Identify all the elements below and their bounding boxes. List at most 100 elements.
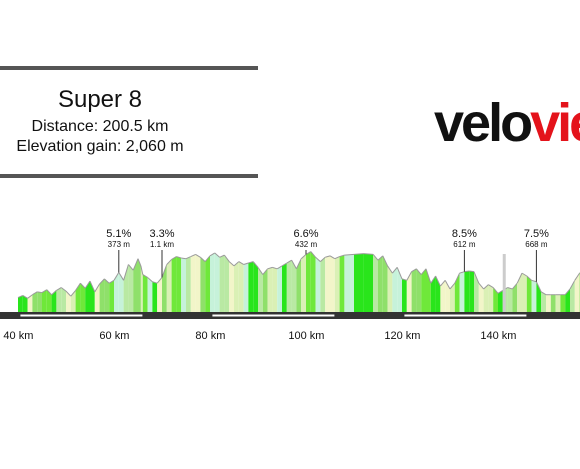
profile-segment: [354, 253, 364, 312]
profile-segment: [474, 271, 479, 312]
profile-segment: [75, 283, 81, 312]
profile-outline: [238, 261, 244, 265]
profile-outline: [564, 288, 571, 296]
profile-segment: [493, 287, 498, 312]
road-bar: [0, 312, 580, 319]
profile-segment: [397, 267, 402, 312]
profile-segment: [157, 277, 162, 312]
profile-segment: [387, 265, 393, 312]
profile-segment: [248, 261, 254, 312]
profile-segment: [181, 258, 186, 312]
profile-segment: [459, 271, 465, 312]
profile-segment: [286, 260, 292, 312]
profile-outline: [512, 282, 518, 290]
profile-outline: [181, 257, 187, 260]
climb-length-label: 373 m: [108, 240, 131, 249]
profile-outline: [22, 295, 28, 299]
profile-segment: [243, 263, 249, 312]
profile-segment: [238, 261, 244, 312]
profile-segment: [344, 254, 354, 312]
profile-outline: [94, 283, 101, 293]
profile-outline: [252, 261, 259, 268]
profile-outline: [113, 272, 120, 281]
profile-outline: [137, 258, 142, 267]
profile-segment: [301, 254, 306, 312]
profile-segment: [464, 270, 470, 312]
profile-outline: [209, 252, 216, 257]
profile-segment: [18, 295, 23, 312]
x-axis-ticks: 40 km 60 km 80 km 100 km 120 km 140 km: [3, 330, 516, 342]
profile-segment: [133, 258, 138, 312]
profile-segment: [267, 267, 273, 312]
profile-outline: [425, 268, 432, 284]
climb-length-label: 668 m: [525, 240, 548, 249]
profile-segment: [363, 253, 374, 312]
profile-outline: [41, 289, 48, 293]
profile-segment: [560, 294, 566, 312]
profile-segment: [517, 273, 522, 312]
profile-outline: [132, 258, 139, 271]
profile-segment: [224, 255, 230, 312]
climb-gradient-label: 5.1%: [106, 228, 131, 240]
profile-outline: [435, 275, 441, 287]
profile-outline: [262, 268, 268, 275]
profile-outline: [469, 270, 475, 273]
profile-outline: [272, 266, 278, 270]
profile-segment: [435, 276, 441, 312]
profile-segment: [104, 278, 110, 312]
profile-segment: [27, 294, 33, 312]
profile-segment: [483, 284, 489, 312]
profile-outline: [70, 290, 76, 297]
profile-segment: [392, 267, 398, 312]
climb-length-label: 432 m: [295, 240, 318, 249]
profile-outline: [190, 253, 196, 258]
profile-outline: [540, 291, 547, 296]
profile-outline: [339, 254, 345, 258]
climb-gradient-label: 3.3%: [149, 228, 174, 240]
profile-segment: [195, 254, 201, 312]
road-distance-stripe: [212, 314, 335, 317]
profile-outline: [204, 255, 211, 262]
profile-outline: [17, 294, 24, 299]
profile-segment: [469, 270, 474, 312]
climb-gradient-label: 8.5%: [452, 228, 477, 240]
profile-outline: [396, 267, 403, 280]
profile-outline: [276, 265, 283, 270]
profile-outline: [147, 277, 153, 283]
profile-outline: [305, 251, 312, 255]
profile-outline: [569, 280, 576, 290]
profile-segment: [70, 290, 76, 312]
profile-outline: [464, 270, 470, 273]
profile-segment: [320, 257, 326, 312]
profile-outline: [80, 282, 86, 289]
logo-text-red: view: [530, 93, 580, 153]
profile-outline: [123, 264, 129, 281]
profile-segment: [56, 287, 62, 312]
profile-outline: [32, 291, 38, 296]
profile-outline: [411, 268, 417, 273]
profile-segment: [411, 268, 417, 312]
profile-segment: [522, 273, 527, 312]
profile-segment: [229, 261, 234, 312]
title-rule-bottom: [0, 174, 258, 178]
profile-outline: [454, 272, 461, 284]
profile-outline: [166, 259, 172, 265]
climb-annotations: 5.1%373 m 3.3%1.1 km 6.6%432 m 8.5%612 m 7.5…: [106, 228, 549, 282]
profile-outline: [46, 289, 52, 296]
climb-length-label: 612 m: [453, 240, 476, 249]
profile-segment: [118, 272, 124, 312]
profile-segment: [378, 255, 383, 312]
profile-segment: [140, 265, 143, 312]
profile-outline: [492, 287, 499, 294]
profile-outline: [535, 281, 542, 293]
profile-segment: [162, 264, 167, 312]
profile-segment: [445, 280, 450, 312]
profile-outline: [516, 272, 523, 284]
profile-outline: [233, 261, 240, 267]
profile-outline: [156, 277, 163, 284]
profile-segment: [262, 268, 268, 312]
profile-outline: [84, 280, 91, 289]
profile-outline: [140, 265, 144, 275]
road-distance-stripe: [404, 314, 527, 317]
